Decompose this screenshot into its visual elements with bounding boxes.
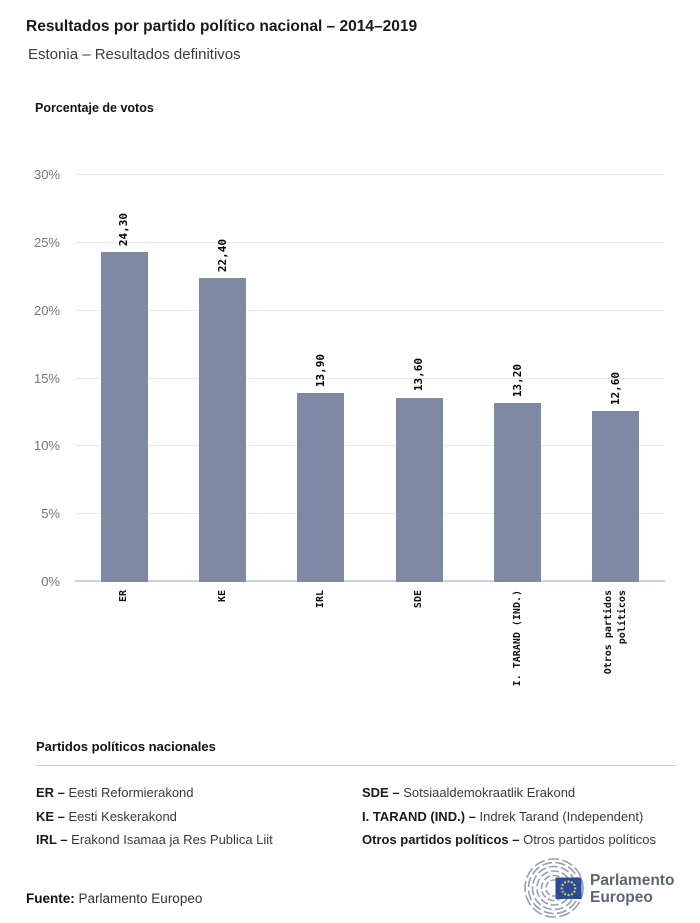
bar-chart: 0% 5% 10% 15% 20% 25% 30% 24,30 ER 22,40 KE 13,90 IR… — [34, 167, 665, 686]
y-axis-tick-label: 25% — [33, 234, 60, 250]
x-axis-category-label: IRL — [314, 590, 326, 609]
gridline — [75, 241, 665, 243]
x-axis-category-label: KE — [216, 590, 228, 603]
legend-item-name: Otros partidos políticos — [523, 832, 657, 847]
page-title: Resultados por partido político nacional… — [26, 18, 418, 35]
legend-item-name: Indrek Tarand (Independent) — [479, 808, 644, 824]
eu-flag-icon — [555, 877, 582, 899]
y-axis-tick-label: 0% — [41, 574, 60, 589]
eu-flag-stars — [560, 880, 577, 897]
x-axis-category-label: I. TARAND (IND.) — [511, 590, 523, 687]
gridline — [75, 309, 665, 311]
legend-item-abbr: Otros partidos políticos – — [362, 832, 524, 847]
gridline — [75, 377, 665, 379]
bar-value-label: 22,40 — [215, 238, 229, 273]
y-axis-tick-label: 30% — [33, 167, 60, 182]
logo-text-line1: Parlamento — [590, 872, 674, 889]
bar — [297, 393, 345, 582]
bar — [199, 278, 246, 582]
legend-item: ER – Eesti Reformierakond — [36, 784, 273, 801]
european-parliament-logo: Parlamento Europeo — [524, 858, 674, 918]
bar — [100, 252, 148, 582]
gridline — [75, 580, 665, 582]
legend-item-abbr: IRL – — [36, 832, 72, 847]
legend-item-name: Eesti Keskerakond — [68, 808, 177, 824]
gridline — [75, 513, 665, 515]
source-note: Fuente: Parlamento Europeo — [26, 891, 202, 906]
x-axis-category-label: Otros partidos políticos — [602, 590, 628, 675]
legend-item-abbr: I. TARAND (IND.) – — [362, 808, 480, 824]
gridline — [75, 445, 665, 447]
y-axis-tick-label: 5% — [41, 506, 60, 522]
legend-column-right: SDE – Sotsiaaldemokraatlik Erakond I. TAR… — [362, 784, 656, 855]
legend-item: SDE – Sotsiaaldemokraatlik Erakond — [362, 784, 656, 801]
legend-item-abbr: ER – — [36, 785, 69, 800]
source-value: Parlamento Europeo — [78, 891, 203, 906]
x-axis-category-label: ER — [118, 590, 130, 603]
bar-value-label: 13,90 — [313, 354, 327, 388]
legend-item-name: Eesti Reformierakond — [68, 785, 194, 800]
legend-item-name: Sotsiaaldemokraatlik Erakond — [403, 785, 576, 800]
legend-item-name: Erakond Isamaa ja Res Publica Liit — [71, 832, 273, 847]
y-axis-tick-label: 15% — [33, 370, 60, 386]
legend-item: Otros partidos políticos – Otros partido… — [362, 831, 656, 848]
y-axis-tick-label: 10% — [33, 438, 60, 454]
legend-item-abbr: KE – — [36, 808, 69, 824]
source-label: Fuente: — [26, 891, 75, 906]
page-subtitle: Estonia – Resultados definitivos — [28, 46, 241, 63]
bar — [494, 402, 541, 582]
bar-value-label: 13,20 — [510, 363, 524, 397]
y-axis-tick-label: 20% — [33, 302, 60, 318]
x-axis-category-label: SDE — [413, 590, 425, 609]
legend-divider — [36, 765, 676, 766]
bar — [592, 411, 640, 582]
legend-item-abbr: SDE – — [362, 785, 404, 800]
legend-heading: Partidos políticos nacionales — [36, 739, 216, 754]
legend-item: KE – Eesti Keskerakond — [36, 808, 273, 825]
legend-item: I. TARAND (IND.) – Indrek Tarand (Indepe… — [362, 808, 656, 825]
bar-value-label: 12,60 — [608, 371, 622, 406]
bar — [395, 397, 443, 582]
logo-text-line2: Europeo — [590, 889, 653, 906]
legend-column-left: ER – Eesti Reformierakond KE – Eesti Kesk… — [36, 784, 273, 855]
gridline — [75, 174, 665, 175]
bar-value-label: 13,60 — [412, 358, 426, 392]
bar-value-label: 24,30 — [117, 213, 131, 247]
chart-axis-title: Porcentaje de votos — [35, 101, 154, 115]
legend-item: IRL – Erakond Isamaa ja Res Publica Liit — [36, 831, 273, 848]
